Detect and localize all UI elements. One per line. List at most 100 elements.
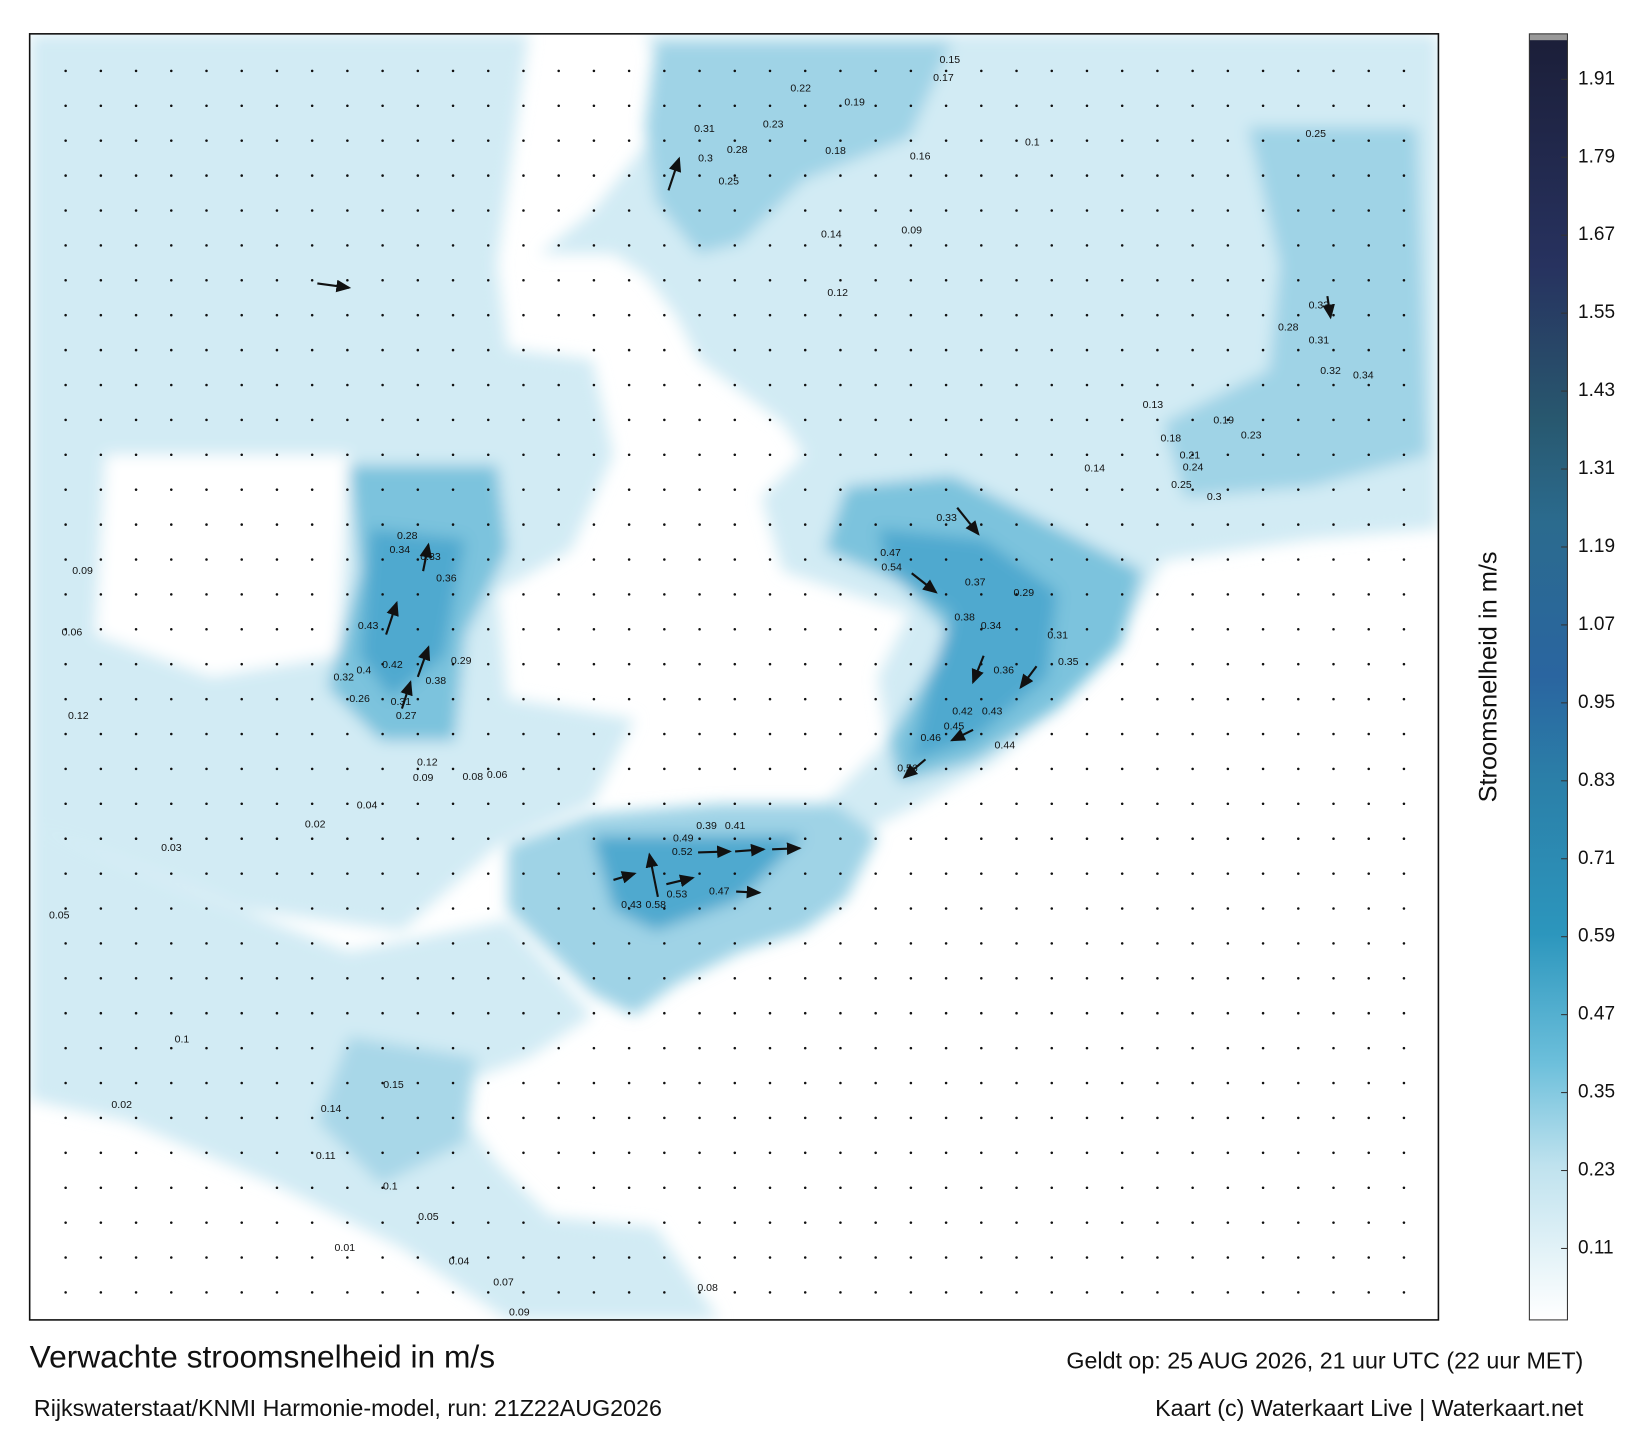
grid-dot bbox=[944, 139, 948, 142]
speed-label: 0.08 bbox=[697, 1282, 718, 1294]
grid-dot bbox=[768, 244, 772, 247]
grid-dot bbox=[205, 348, 208, 352]
grid-dot bbox=[592, 313, 596, 317]
grid-dot bbox=[99, 383, 103, 387]
grid-dot bbox=[698, 523, 701, 526]
grid-dot bbox=[451, 837, 455, 840]
grid-dot bbox=[663, 802, 666, 806]
grid-dot bbox=[768, 558, 772, 561]
grid-dot bbox=[64, 1046, 67, 1050]
grid-dot bbox=[1120, 69, 1124, 73]
grid-dot bbox=[874, 1221, 877, 1224]
grid-dot bbox=[1120, 593, 1124, 596]
grid-dot bbox=[803, 1046, 807, 1050]
grid-dot bbox=[346, 279, 349, 282]
grid-dot bbox=[909, 279, 913, 282]
grid-dot bbox=[980, 942, 983, 945]
grid-dot bbox=[99, 628, 103, 631]
grid-dot bbox=[240, 732, 243, 736]
grid-dot bbox=[1261, 558, 1265, 561]
grid-dot bbox=[557, 977, 560, 980]
grid-dot bbox=[1261, 139, 1265, 142]
grid-dot bbox=[451, 628, 455, 631]
grid-dot bbox=[1261, 1011, 1265, 1015]
current-arrows bbox=[317, 156, 1335, 899]
grid-dot bbox=[275, 802, 279, 806]
grid-dot bbox=[205, 313, 208, 317]
grid-dot bbox=[99, 209, 103, 212]
grid-dot bbox=[64, 662, 67, 666]
grid-dot bbox=[1050, 1221, 1054, 1224]
grid-dot bbox=[170, 1081, 173, 1085]
grid-dot bbox=[733, 872, 737, 875]
grid-dot bbox=[1402, 732, 1406, 736]
grid-dot bbox=[1085, 1011, 1089, 1015]
colorbar bbox=[1529, 33, 1568, 1320]
grid-dot bbox=[944, 348, 948, 352]
grid-dot bbox=[980, 593, 983, 596]
grid-dot bbox=[486, 1151, 490, 1155]
grid-dot bbox=[1085, 104, 1089, 108]
grid-dot bbox=[1085, 383, 1089, 387]
grid-dot bbox=[381, 1081, 384, 1085]
grid-dot bbox=[134, 1186, 138, 1189]
grid-dot bbox=[310, 1046, 314, 1050]
grid-dot bbox=[874, 907, 877, 910]
grid-dot bbox=[1191, 244, 1194, 247]
grid-dot bbox=[733, 279, 737, 282]
speed-label: 0.38 bbox=[954, 611, 975, 623]
grid-dot bbox=[522, 1081, 525, 1085]
grid-dot bbox=[134, 593, 138, 596]
grid-dot bbox=[592, 209, 596, 212]
grid-dot bbox=[733, 593, 737, 596]
speed-label: 0.01 bbox=[335, 1242, 356, 1254]
grid-dot bbox=[803, 453, 807, 457]
credit: Kaart (c) Waterkaart Live | Waterkaart.n… bbox=[1155, 1395, 1584, 1421]
grid-dot bbox=[1050, 767, 1054, 771]
grid-dot bbox=[980, 1046, 983, 1050]
grid-dot bbox=[486, 837, 490, 840]
grid-dot bbox=[381, 1221, 384, 1224]
grid-dot bbox=[733, 1081, 737, 1085]
arrow bbox=[772, 842, 802, 856]
grid-dot bbox=[64, 244, 67, 247]
grid-dot bbox=[1226, 1221, 1230, 1224]
grid-dot bbox=[416, 767, 420, 771]
grid-dot bbox=[1226, 837, 1230, 840]
grid-dot bbox=[1156, 348, 1159, 352]
grid-dot bbox=[1261, 1046, 1265, 1050]
grid-dot bbox=[275, 1116, 279, 1120]
grid-dot bbox=[1297, 1186, 1300, 1189]
grid-dot bbox=[1297, 1256, 1300, 1259]
grid-dot bbox=[1332, 104, 1335, 108]
speed-label: 0.28 bbox=[397, 530, 418, 542]
grid-dot bbox=[1261, 453, 1265, 457]
grid-dot bbox=[1402, 767, 1406, 771]
grid-dot bbox=[1120, 1256, 1124, 1259]
grid-dot bbox=[944, 593, 948, 596]
grid-dot bbox=[1332, 628, 1335, 631]
grid-dot bbox=[1120, 977, 1124, 980]
grid-dot bbox=[275, 244, 279, 247]
grid-dot bbox=[99, 1151, 103, 1155]
grid-dot bbox=[1191, 732, 1194, 736]
grid-dot bbox=[134, 348, 138, 352]
grid-dot bbox=[733, 942, 737, 945]
grid-dot bbox=[346, 1291, 349, 1294]
grid-dot bbox=[205, 558, 208, 561]
grid-dot bbox=[944, 628, 948, 631]
grid-dot bbox=[627, 1186, 631, 1189]
grid-dot bbox=[205, 453, 208, 457]
grid-dot bbox=[416, 1186, 420, 1189]
speed-label: 0.1 bbox=[383, 1180, 398, 1192]
grid-dot bbox=[909, 942, 913, 945]
grid-dot bbox=[451, 977, 455, 980]
grid-dot bbox=[1402, 872, 1406, 875]
grid-dot bbox=[99, 662, 103, 666]
grid-dot bbox=[733, 628, 737, 631]
grid-dot bbox=[1085, 837, 1089, 840]
grid-dot bbox=[205, 244, 208, 247]
grid-dot bbox=[1015, 1291, 1018, 1294]
grid-dot bbox=[1367, 628, 1370, 631]
grid-dot bbox=[486, 1011, 490, 1015]
